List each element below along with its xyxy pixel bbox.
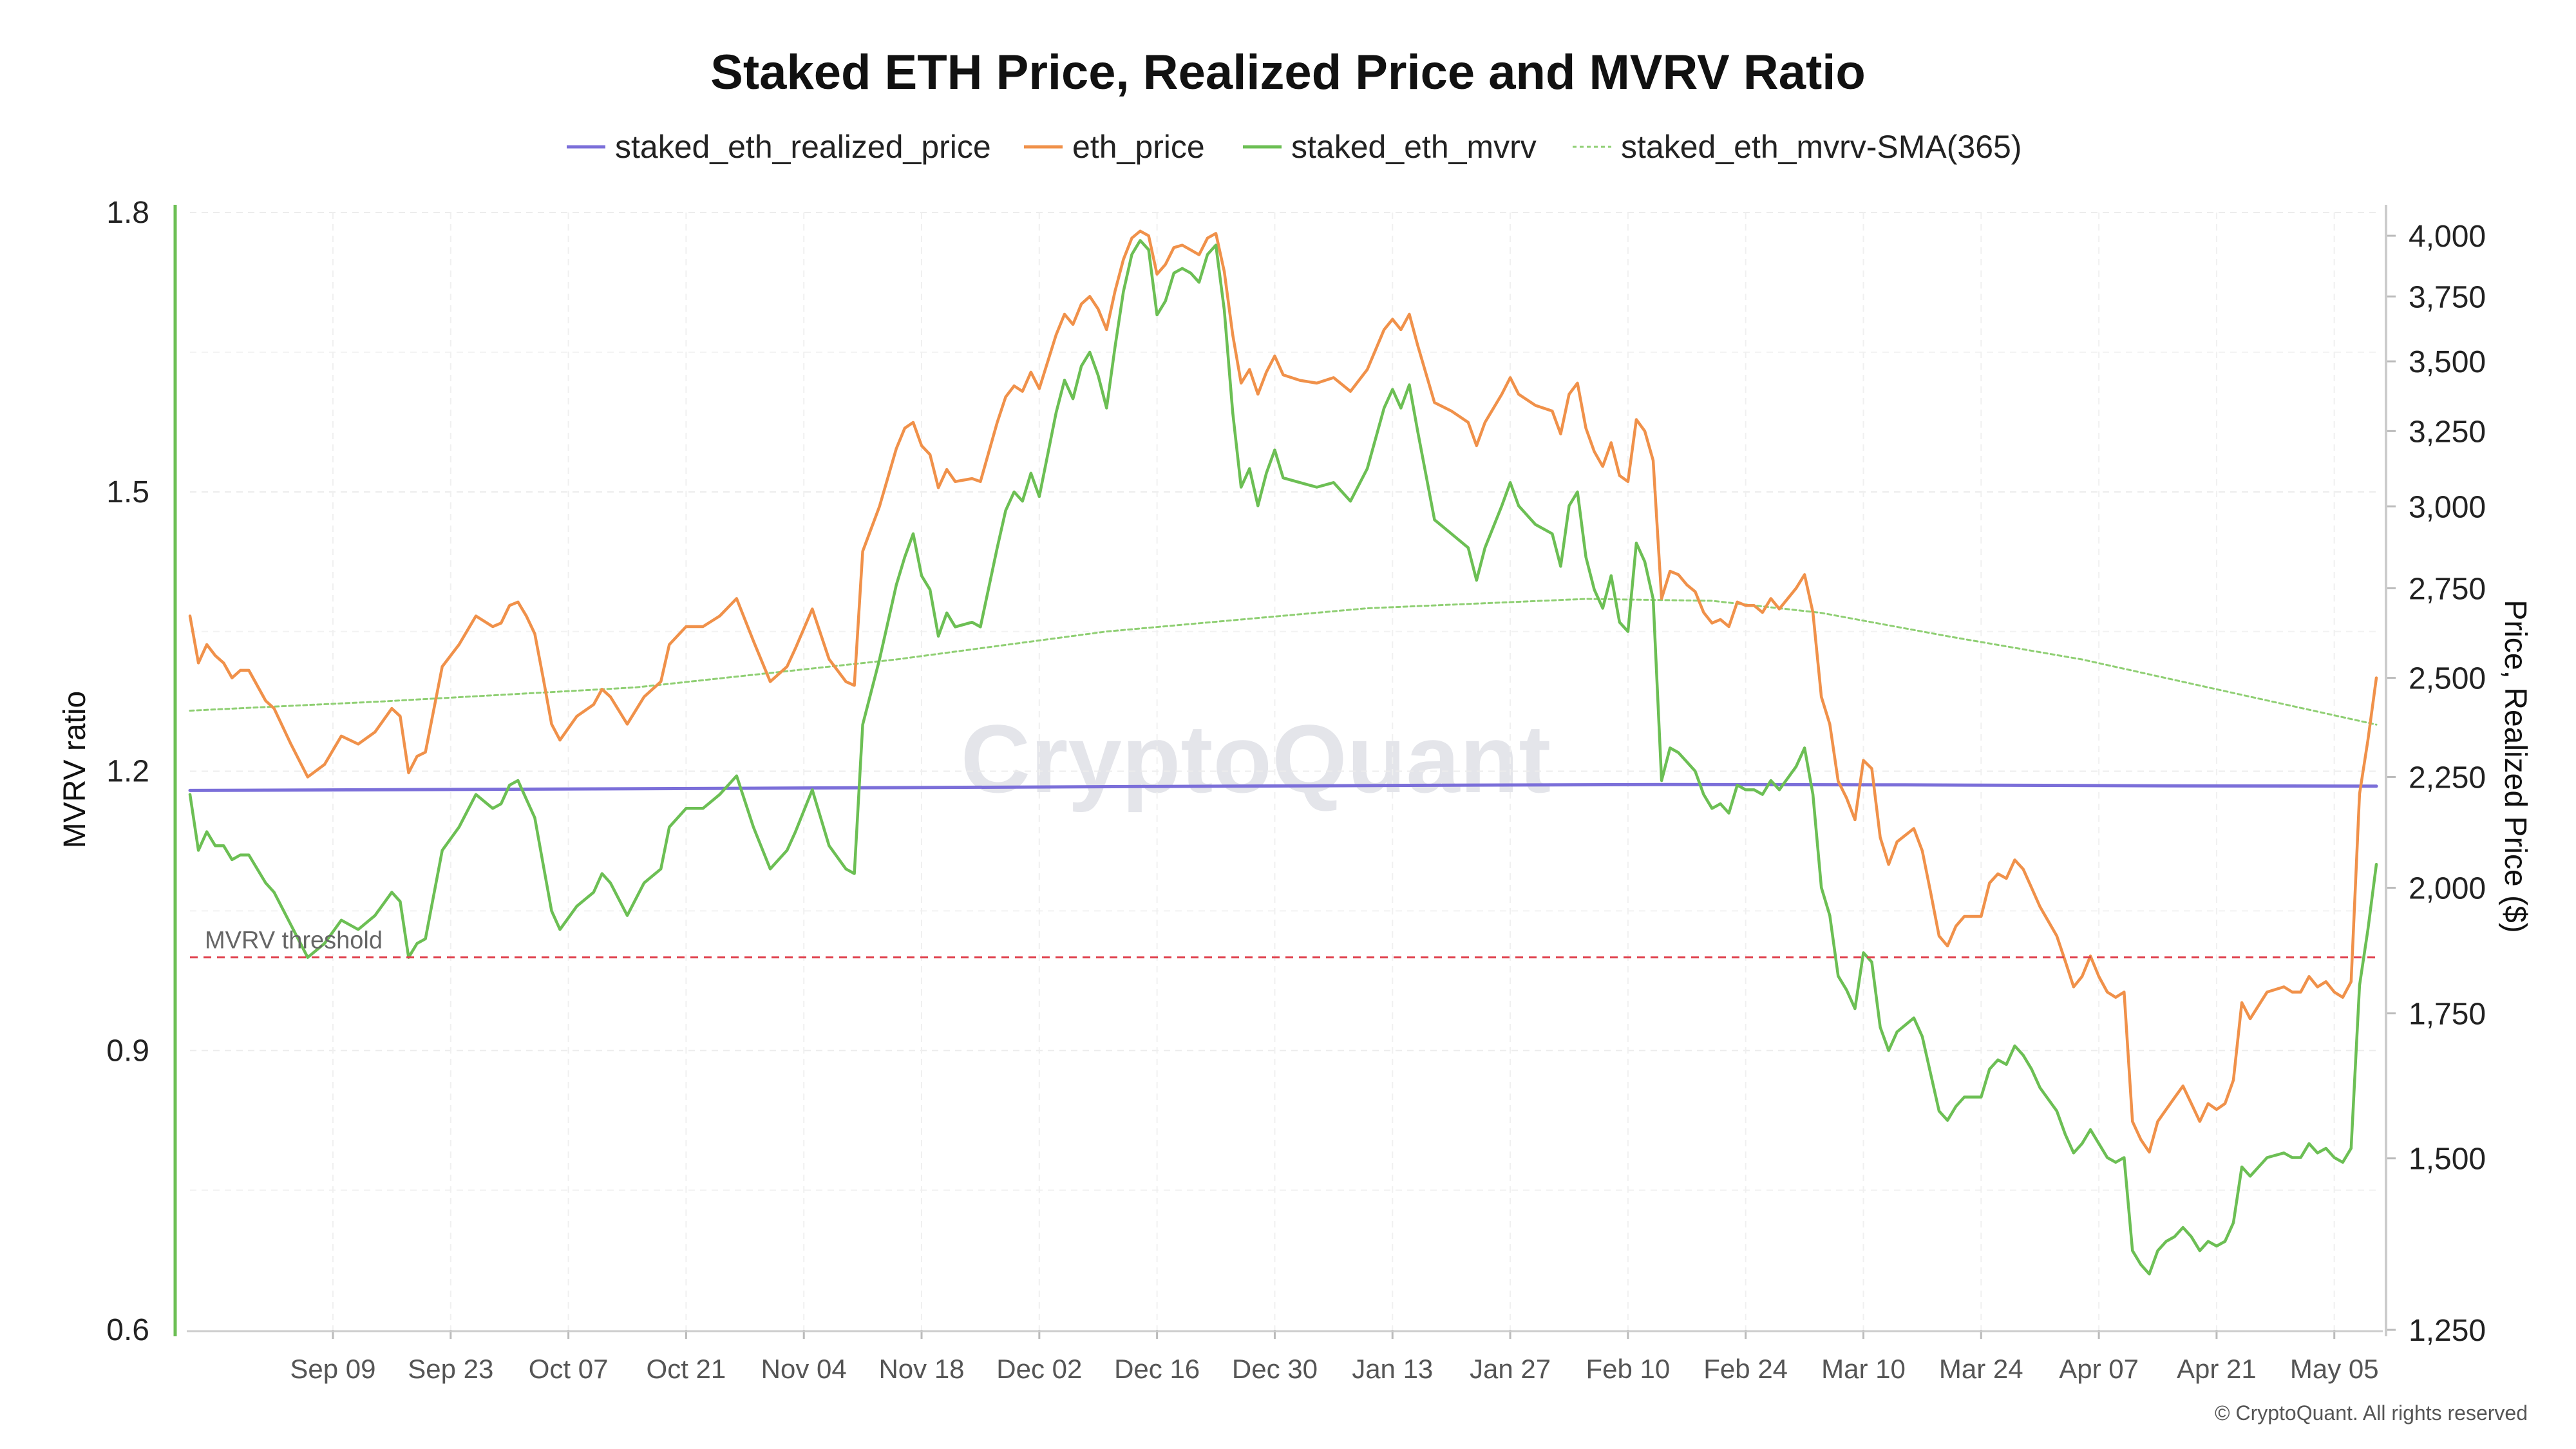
y-right-axis-label: Price, Realized Price ($) xyxy=(2498,600,2532,933)
watermark: CryptoQuant xyxy=(961,705,1551,813)
x-tick-label: Oct 21 xyxy=(647,1354,726,1384)
y-left-tick-label: 1.8 xyxy=(106,196,149,230)
grid xyxy=(190,212,2376,1330)
x-tick-label: Oct 07 xyxy=(529,1354,609,1384)
y-left-tick-label: 1.2 xyxy=(106,755,149,789)
series-group xyxy=(188,229,2378,1276)
y-right-tick-label: 1,500 xyxy=(2409,1142,2486,1177)
legend-item-label: staked_eth_mvrv xyxy=(1291,129,1537,165)
axes: 0.6 0.9 1.2 1.5 1.8 Sep 09 Sep 23 Oct 07 Oct 21 N… xyxy=(106,196,2486,1384)
x-tick-label: Dec 02 xyxy=(996,1354,1082,1384)
chart-title: Staked ETH Price, Realized Price and MVR… xyxy=(710,45,1866,100)
x-tick-label: Apr 21 xyxy=(2177,1354,2257,1384)
legend-item-label: staked_eth_mvrv-SMA(365) xyxy=(1621,129,2022,165)
series-line-mvrv xyxy=(188,239,2378,1276)
x-tick-label: Sep 09 xyxy=(290,1354,375,1384)
y-right-tick-label: 3,250 xyxy=(2409,415,2486,449)
x-tick-label: Feb 24 xyxy=(1703,1354,1788,1384)
y-right-tick-label: 3,500 xyxy=(2409,345,2486,379)
y-right-tick-label: 1,750 xyxy=(2409,998,2486,1032)
y-right-tick-label: 3,000 xyxy=(2409,490,2486,524)
x-tick-label: Nov 18 xyxy=(878,1354,964,1384)
y-left-axis-label: MVRV ratio xyxy=(58,691,92,849)
x-tick-label: Mar 24 xyxy=(1939,1354,2023,1384)
series-line-realized-price xyxy=(188,782,2378,792)
y-left-tick-label: 0.9 xyxy=(106,1034,149,1068)
x-tick-label: Apr 07 xyxy=(2059,1354,2139,1384)
y-right-tick-label: 4,000 xyxy=(2409,220,2486,254)
y-right-tick-label: 1,250 xyxy=(2409,1314,2486,1348)
mvrv-threshold-label: MVRV threshold xyxy=(205,927,383,954)
x-tick-label: Mar 10 xyxy=(1821,1354,1906,1384)
y-left-tick-label: 1.5 xyxy=(106,475,149,509)
y-right-tick-label: 3,750 xyxy=(2409,280,2486,314)
y-left-tick-label: 0.6 xyxy=(106,1313,149,1347)
y-right-tick-label: 2,500 xyxy=(2409,662,2486,696)
x-tick-label: Dec 16 xyxy=(1114,1354,1200,1384)
y-right-tick-label: 2,000 xyxy=(2409,871,2486,905)
x-tick-label: Sep 23 xyxy=(408,1354,493,1384)
threshold-group: MVRV threshold xyxy=(190,927,2376,959)
x-tick-label: Nov 04 xyxy=(761,1354,847,1384)
x-tick-label: Jan 27 xyxy=(1470,1354,1551,1384)
series-line-eth-price xyxy=(188,229,2378,1154)
x-tick-label: Feb 10 xyxy=(1586,1354,1670,1384)
x-tick-label: Jan 13 xyxy=(1352,1354,1433,1384)
copyright-footer: © CryptoQuant. All rights reserved xyxy=(2215,1401,2528,1425)
y-right-tick-label: 2,750 xyxy=(2409,572,2486,606)
x-tick-label: Dec 30 xyxy=(1232,1354,1318,1384)
x-tick-label: May 05 xyxy=(2290,1354,2379,1384)
legend: staked_eth_realized_price eth_price staked… xyxy=(567,129,2022,165)
y-right-tick-label: 2,250 xyxy=(2409,761,2486,795)
legend-item-label: eth_price xyxy=(1072,129,1205,165)
series-line-mvrv-sma xyxy=(189,598,2378,726)
legend-item-label: staked_eth_realized_price xyxy=(615,129,991,165)
